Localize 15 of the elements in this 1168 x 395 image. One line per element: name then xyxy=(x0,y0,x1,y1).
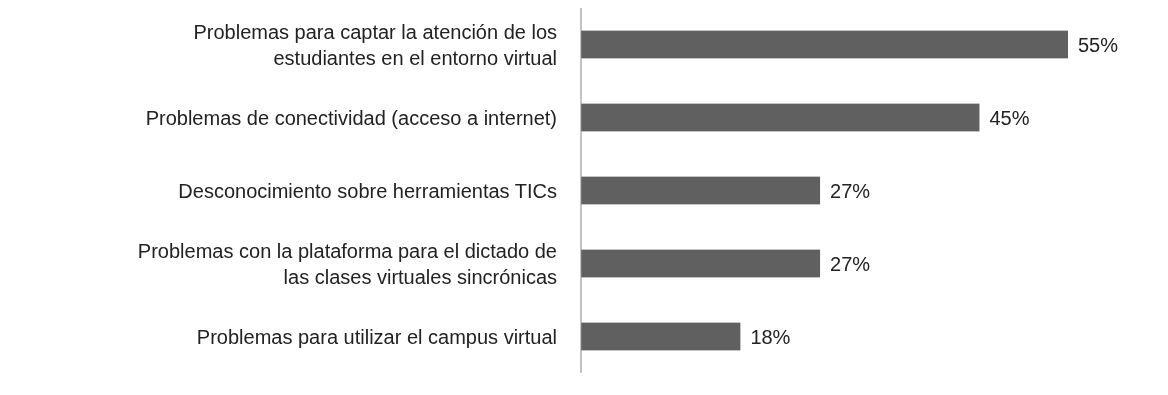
y-tick-label: Desconocimiento sobre herramientas TICs xyxy=(178,179,557,202)
data-label: 55% xyxy=(1078,33,1119,56)
bar xyxy=(581,249,821,278)
data-label: 45% xyxy=(989,106,1030,129)
y-tick-label: Problemas para utilizar el campus virtual xyxy=(196,325,557,348)
bar xyxy=(581,30,1068,59)
data-label: 27% xyxy=(830,252,871,275)
y-tick-label: Problemas con la plataforma para el dictado de las clases virtuales sincrónicas xyxy=(137,239,557,288)
y-tick-label: Problemas de conectividad (acceso a internet) xyxy=(145,106,557,129)
y-tick-label: Problemas para captar la atención de los estudiantes en el entorno virtual xyxy=(193,20,557,69)
data-label: 18% xyxy=(750,325,791,348)
bar xyxy=(581,176,821,205)
bar xyxy=(581,103,980,132)
bar xyxy=(581,322,741,351)
data-label: 27% xyxy=(830,179,871,202)
